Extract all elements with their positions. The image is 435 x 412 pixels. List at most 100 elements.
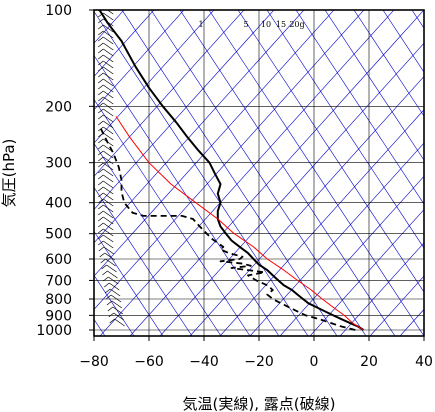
- wind-barb-flag: [106, 300, 113, 306]
- wind-barb-flag: [109, 318, 115, 324]
- wind-barb: [109, 288, 121, 297]
- wind-barb-flag: [98, 114, 104, 120]
- isotherm-line: [369, 275, 424, 336]
- isotherm-line: [159, 42, 424, 336]
- dry-adiabat-line: [382, 10, 424, 73]
- wind-barb: [112, 306, 124, 315]
- wind-barb-flag: [108, 312, 114, 318]
- wind-barb-flag: [98, 228, 104, 234]
- wind-barb-flag: [104, 282, 110, 288]
- wind-barb: [103, 48, 114, 57]
- wind-barb: [108, 276, 119, 285]
- wind-barb-flag: [98, 222, 104, 228]
- wind-barb-flag: [98, 210, 104, 216]
- isotherm-line: [94, 10, 185, 111]
- wind-barb: [107, 270, 118, 279]
- isotherm-line: [94, 10, 155, 77]
- wind-barb: [109, 282, 120, 291]
- isotherm-line: [94, 10, 245, 177]
- wind-barb: [114, 318, 125, 327]
- wind-barb: [103, 228, 114, 237]
- wind-barb-flag: [98, 162, 104, 168]
- dry-adiabat-line: [94, 186, 193, 336]
- wind-barb-flag: [98, 48, 104, 54]
- wind-barb: [103, 198, 114, 207]
- wind-barb: [105, 258, 116, 267]
- wind-barb-flag: [104, 288, 111, 294]
- wind-barb: [103, 132, 114, 141]
- wind-barb-flag: [98, 192, 104, 198]
- wind-barb: [103, 246, 115, 255]
- wind-barb-flag: [98, 30, 104, 36]
- isotherm-line: [279, 175, 424, 336]
- wind-barb: [103, 114, 114, 123]
- dry-adiabat-line: [94, 142, 222, 336]
- x-tick-label: −20: [244, 354, 274, 370]
- y-tick-label: 600: [45, 252, 72, 268]
- wind-barb: [103, 162, 114, 171]
- dry-adiabat-line: [94, 274, 135, 336]
- x-tick-label: 40: [415, 354, 433, 370]
- isotherm-line: [94, 10, 335, 277]
- isotherm-line: [129, 10, 424, 336]
- y-tick-label: 200: [45, 99, 72, 115]
- isotherm-line: [94, 10, 365, 310]
- wind-barb: [103, 186, 114, 195]
- dry-adiabat-line: [237, 10, 424, 293]
- isotherm-line: [219, 109, 424, 336]
- dry-adiabat-line: [353, 10, 424, 117]
- y-tick-label: 700: [45, 273, 72, 289]
- wind-barb-flag: [98, 42, 104, 48]
- dry-adiabat-line: [94, 98, 251, 336]
- wind-barb: [103, 120, 114, 129]
- x-tick-label: −60: [134, 354, 164, 370]
- wind-barb: [103, 180, 114, 189]
- wind-barb-flag: [98, 240, 104, 246]
- wind-barb-flag: [98, 96, 104, 102]
- wind-barb-flag: [98, 78, 104, 84]
- wind-barb: [103, 54, 114, 63]
- wind-barb: [111, 300, 123, 309]
- wind-barb-flag: [98, 108, 104, 114]
- wind-barb: [103, 72, 114, 81]
- y-tick-label: 100: [45, 3, 72, 19]
- isotherm-lines: [94, 10, 424, 336]
- dry-adiabat-line: [266, 10, 424, 249]
- wind-barb-flag: [98, 84, 104, 90]
- y-tick-label: 300: [45, 156, 72, 172]
- isotherm-line: [309, 209, 424, 336]
- isotherm-line: [189, 76, 424, 336]
- isotherm-line: [94, 10, 215, 144]
- wind-barb-flag: [98, 234, 104, 240]
- mixing-ratio-label: 15: [276, 20, 286, 29]
- wind-barb: [103, 42, 114, 51]
- y-tick-label: 1000: [36, 323, 72, 339]
- wind-barb-flag: [98, 18, 104, 24]
- wind-barb: [103, 210, 114, 219]
- wind-barb-flag: [98, 204, 104, 210]
- temperature-line: [98, 10, 365, 331]
- y-tick-label: 900: [45, 308, 72, 324]
- wind-barb: [103, 108, 114, 117]
- dry-adiabat-line: [295, 10, 424, 205]
- wind-barb-flag: [98, 168, 104, 174]
- wind-barb-flag: [98, 72, 104, 78]
- dry-adiabat-line: [150, 10, 367, 336]
- dry-adiabat-line: [324, 10, 424, 161]
- x-tick-label: 20: [360, 354, 378, 370]
- wind-barb: [103, 240, 114, 249]
- wind-barb: [103, 222, 114, 231]
- wind-barb-flag: [98, 36, 104, 42]
- wind-barb-flag: [98, 102, 104, 108]
- x-axis-title: 気温(実線), 露点(破線): [183, 395, 336, 412]
- wind-barb: [103, 192, 114, 201]
- wind-barb-flag: [98, 120, 104, 126]
- wind-barb: [103, 36, 114, 45]
- wind-barb-flag: [98, 246, 105, 252]
- isotherm-line: [339, 242, 424, 336]
- mixing-ratio-label: 10: [261, 20, 271, 29]
- wind-barb: [103, 84, 114, 93]
- isotherm-line: [94, 10, 305, 244]
